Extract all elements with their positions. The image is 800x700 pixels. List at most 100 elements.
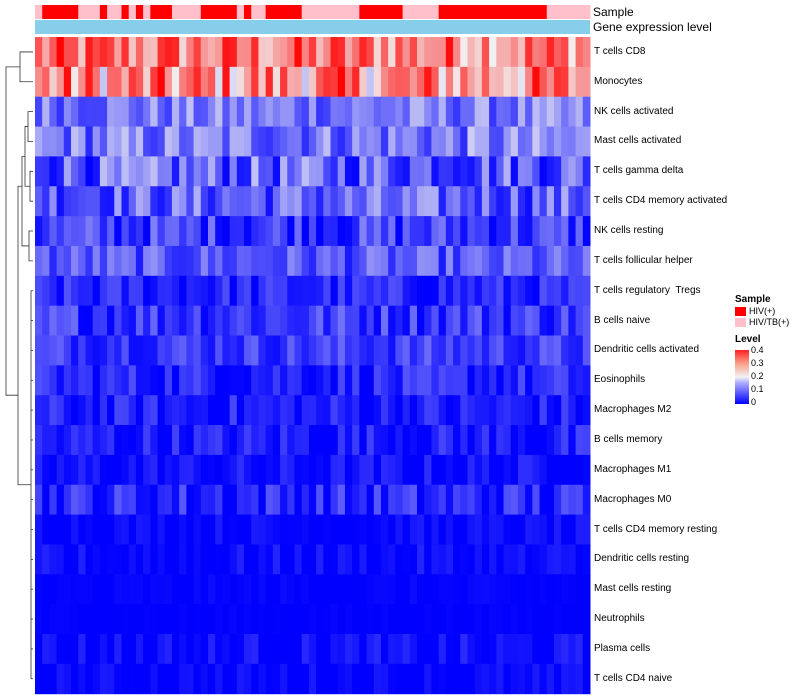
heatmap-cell: [207, 604, 216, 635]
heatmap-cell: [99, 66, 108, 98]
heatmap-cell: [207, 365, 216, 396]
heatmap-cell: [92, 335, 101, 366]
heatmap-cell: [35, 604, 43, 635]
heatmap-cell: [63, 156, 72, 187]
heatmap-cell: [517, 275, 526, 307]
heatmap-cell: [474, 663, 483, 695]
sample-annotation-cell: [481, 5, 490, 19]
heatmap-cell: [402, 275, 411, 307]
heatmap-cell: [42, 216, 50, 247]
sample-annotation-cell: [143, 5, 151, 19]
dendrogram-branch: [21, 156, 29, 247]
heatmap-cell: [460, 425, 468, 456]
heatmap-cell: [561, 245, 569, 277]
sample-annotation-cell: [467, 5, 476, 19]
heatmap-cell: [532, 186, 541, 217]
heatmap-cell: [380, 663, 389, 695]
heatmap-cell: [121, 395, 130, 426]
heatmap-cell: [63, 96, 72, 128]
heatmap-cell: [359, 216, 368, 247]
heatmap-cell: [215, 425, 223, 456]
heatmap-cell: [171, 574, 180, 605]
heatmap-cell: [525, 514, 533, 545]
heatmap-cell: [417, 186, 425, 217]
heatmap-cell: [417, 126, 425, 157]
heatmap-cell: [481, 544, 490, 575]
row-dendrogram: [5, 51, 33, 680]
heatmap-cell: [388, 216, 396, 247]
heatmap-cell: [539, 96, 548, 128]
heatmap-cell: [301, 454, 310, 486]
heatmap-cell: [337, 245, 346, 277]
heatmap-cell: [265, 365, 274, 396]
heatmap-cell: [78, 544, 86, 575]
heatmap-cell: [539, 574, 548, 605]
heatmap-cell: [539, 186, 548, 217]
heatmap-cell: [63, 66, 72, 98]
heatmap-cell: [388, 335, 396, 366]
heatmap-cell: [49, 663, 58, 695]
heatmap-cell: [71, 216, 79, 247]
heatmap-cell: [171, 37, 180, 68]
heatmap-cell: [280, 126, 288, 157]
heatmap-cell: [395, 335, 404, 366]
heatmap-cell: [553, 484, 562, 516]
heatmap-cell: [388, 663, 396, 695]
heatmap-cell: [337, 574, 346, 605]
heatmap-cell: [517, 395, 526, 426]
heatmap-cell: [35, 216, 43, 247]
heatmap-cell: [121, 305, 130, 336]
heatmap-cell: [164, 454, 173, 486]
heatmap-cell: [489, 395, 497, 426]
heatmap-cell: [380, 604, 389, 635]
heatmap-cell: [503, 484, 512, 516]
heatmap-cell: [380, 425, 389, 456]
heatmap-cell: [453, 37, 461, 68]
heatmap-cell: [63, 37, 72, 68]
legend-swatch-hiv-tb: [735, 318, 746, 327]
heatmap-cell: [489, 484, 497, 516]
sample-annotation-cell: [424, 5, 432, 19]
heatmap-cell: [85, 484, 94, 516]
heatmap-cell: [366, 395, 375, 426]
heatmap-cell: [409, 425, 418, 456]
heatmap-cell: [380, 37, 389, 68]
sample-annotation-cell: [179, 5, 187, 19]
heatmap-cell: [395, 305, 404, 336]
heatmap-cell: [215, 96, 223, 128]
heatmap-cell: [179, 305, 187, 336]
heatmap-cell: [337, 365, 346, 396]
heatmap-cell: [164, 663, 173, 695]
heatmap-cell: [424, 216, 432, 247]
heatmap-cell: [107, 395, 115, 426]
heatmap-cell: [215, 126, 223, 157]
heatmap-cell: [193, 544, 202, 575]
heatmap-cell: [121, 514, 130, 545]
heatmap-cell: [99, 604, 108, 635]
heatmap-cell: [71, 454, 79, 486]
heatmap-cell: [287, 37, 295, 68]
heatmap-cell: [395, 574, 404, 605]
heatmap-cell: [503, 245, 512, 277]
heatmap-cell: [107, 604, 115, 635]
sample-annotation-cell: [517, 5, 526, 19]
heatmap-cell: [316, 663, 324, 695]
heatmap-cell: [164, 604, 173, 635]
heatmap-cell: [481, 663, 490, 695]
heatmap-cell: [42, 66, 50, 98]
heatmap-cell: [179, 604, 187, 635]
heatmap-cell: [179, 514, 187, 545]
heatmap-cell: [92, 245, 101, 277]
heatmap-cell: [222, 425, 231, 456]
heatmap-cell: [409, 634, 418, 665]
heatmap-cell: [380, 66, 389, 98]
heatmap-cell: [561, 484, 569, 516]
heatmap-cell: [272, 574, 281, 605]
heatmap-cell: [424, 634, 432, 665]
heatmap-cell: [280, 365, 288, 396]
heatmap-cell: [553, 574, 562, 605]
heatmap-cell: [330, 634, 339, 665]
heatmap-cell: [99, 663, 108, 695]
heatmap-cell: [316, 604, 324, 635]
heatmap-cell: [265, 245, 274, 277]
